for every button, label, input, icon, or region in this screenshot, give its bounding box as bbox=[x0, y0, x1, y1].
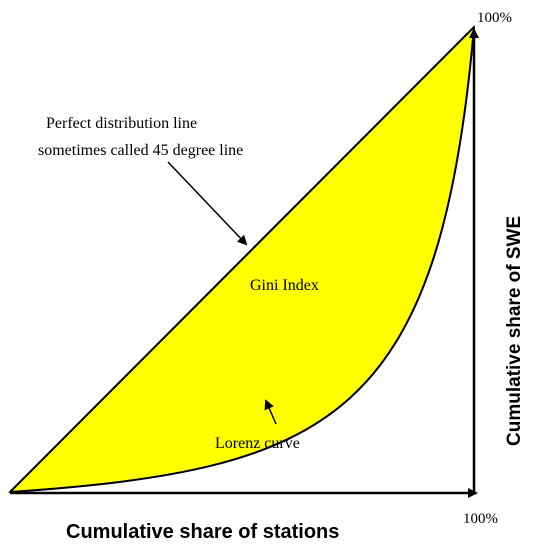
perfect-line-label-line1: Perfect distribution line bbox=[46, 115, 197, 132]
perfect-line-label-line2: sometimes called 45 degree line bbox=[38, 142, 243, 159]
gini-index-label: Gini Index bbox=[250, 277, 319, 294]
lorenz-pointer-arrow bbox=[264, 399, 277, 425]
x-axis-title: Cumulative share of stations bbox=[66, 521, 339, 543]
top-percent-label: 100% bbox=[477, 10, 512, 26]
perfect-line-pointer-arrow bbox=[167, 161, 248, 246]
perfect-distribution-line bbox=[9, 26, 475, 493]
lorenz-curve bbox=[9, 26, 475, 493]
lorenz-curve-label: Lorenz curve bbox=[215, 435, 300, 452]
y-axis-title: Cumulative share of SWE bbox=[504, 216, 525, 446]
right-percent-label: 100% bbox=[463, 511, 498, 527]
